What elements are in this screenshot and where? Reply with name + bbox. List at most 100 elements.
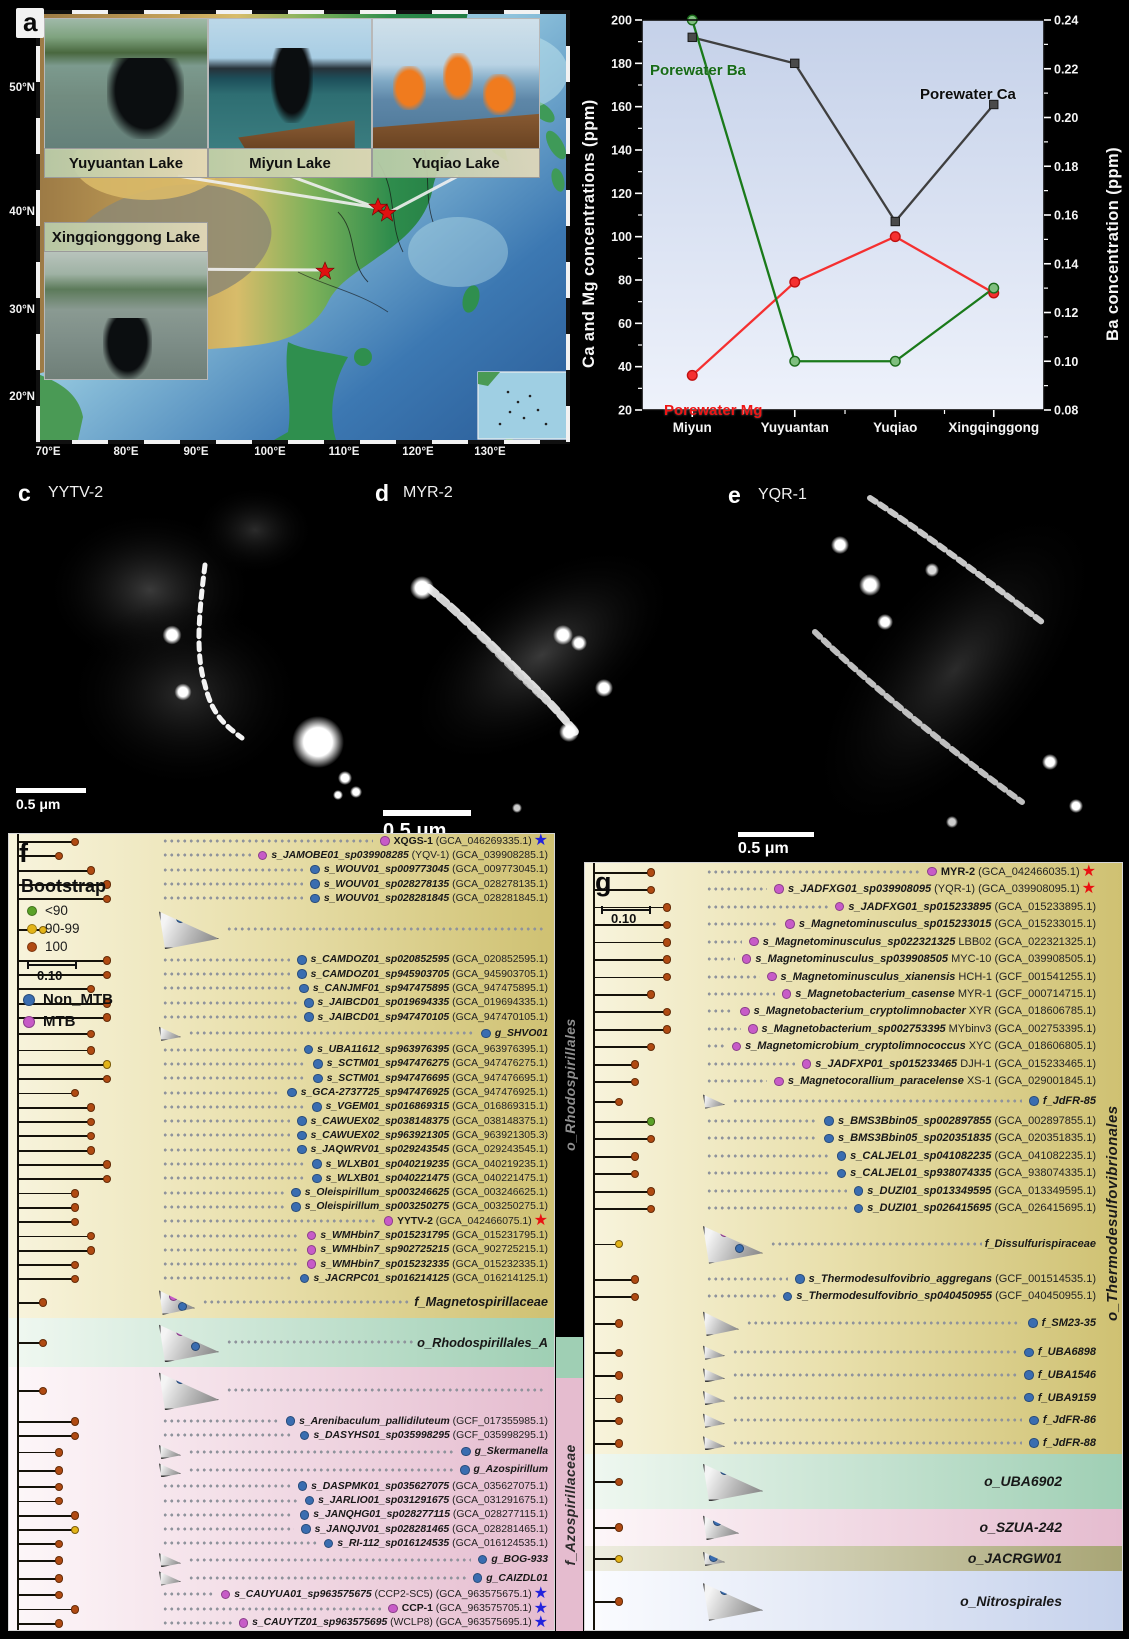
mtb-dot	[741, 954, 752, 964]
taxon-label: s_DASYHS01_sp035998295	[313, 1429, 450, 1441]
taxon-label: s_JACRPC01_sp016214125	[313, 1272, 450, 1284]
tree-tip-row: s_Magnetobacterium_casense MYR-1 (GCF_00…	[585, 985, 1122, 1004]
mtb-dot	[834, 901, 845, 912]
bootstrap-node-dot	[70, 1274, 79, 1284]
branch-gutter	[9, 1171, 159, 1186]
bootstrap-node-dot	[86, 1046, 95, 1055]
taxon-label: s_WLXB01_sp040221475	[325, 1172, 450, 1184]
branch-gutter	[9, 834, 159, 849]
data-point	[989, 99, 999, 110]
tree-tip-row: f_SM23-35	[585, 1305, 1122, 1341]
branch-gutter	[9, 1285, 159, 1319]
bootstrap-node-dot	[646, 1117, 655, 1126]
taxon-label: s_CALJEL01_sp938074335	[850, 1167, 992, 1180]
non-mtb-dot	[297, 1116, 307, 1126]
bootstrap-dot	[27, 905, 37, 916]
tree-tip-row: s_DUZI01_sp013349595 (GCA_013349595.1)	[585, 1182, 1122, 1201]
tree-tip-row: g_Azospirillum	[9, 1460, 554, 1480]
tick-label: 0.08	[1054, 404, 1078, 418]
bootstrap-legend-label: 90-99	[45, 921, 80, 936]
tree-tip-row: s_DASYHS01_sp035998295 (GCF_035998295.1)	[9, 1428, 554, 1443]
bootstrap-node-dot	[630, 1077, 639, 1087]
panel-letter-d: d	[375, 480, 390, 506]
collapsed-clade-triangle	[159, 1372, 219, 1411]
mtb-dot	[23, 1015, 35, 1028]
bootstrap-node-dot	[646, 1187, 655, 1196]
mtb-dot	[306, 1230, 317, 1241]
taxon-label: s_CAWUEX02_sp963921305	[310, 1129, 450, 1141]
bootstrap-node-dot	[54, 1619, 63, 1628]
non-mtb-dot	[299, 1273, 310, 1284]
taxon-label: g_SHVO01	[494, 1027, 548, 1039]
phylo-tree-panel-f: f Bootstrap <90 90-99 100 0.10 Non_MTB MTB …	[8, 833, 555, 1631]
tree-tip-row: s_JAIBCD01_sp947470105 (GCA_947470105.1)	[9, 1009, 554, 1025]
non-mtb-dot	[313, 1073, 323, 1083]
taxon-label: s_CAUYUA01_sp963575675	[234, 1588, 372, 1600]
branch-gutter	[9, 891, 159, 906]
tree-tip-row: s_JADFXG01_sp015233895 (GCA_015233895.1)	[585, 897, 1122, 916]
branch-gutter	[585, 1363, 703, 1387]
strain-code: MYR-1	[954, 988, 993, 1001]
tick-label: 60	[618, 317, 632, 331]
bootstrap-node-dot	[662, 903, 671, 912]
tick-label: 0.20	[1054, 111, 1078, 125]
mtb-dot	[380, 836, 390, 846]
branch-gutter	[585, 1037, 703, 1056]
sampling-site-stars	[315, 197, 397, 280]
lon-label: 130°E	[474, 446, 506, 458]
legend-porewater-ca: Porewater Ca	[920, 86, 1016, 103]
non-mtb-dot	[312, 1173, 322, 1184]
bootstrap-node-dot	[102, 1074, 111, 1084]
branch-gutter	[585, 863, 703, 881]
accession-number: (GCF_001541255.1)	[992, 970, 1096, 983]
tree-tip-row: f_UBA6898	[585, 1340, 1122, 1364]
data-point	[890, 216, 900, 227]
data-point	[889, 355, 901, 367]
tree-band-bgy: MYR-2 (GCA_042466035.1) ★ s_JADFXG01_sp039…	[585, 863, 1122, 1455]
accession-number: (GCF_001514535.1)	[992, 1272, 1096, 1285]
tree-tip-row: s_JANQHG01_sp028277115 (GCA_028277115.1)	[9, 1507, 554, 1523]
taxon-label: s_BMS3Bbin05_sp002897855	[837, 1114, 992, 1127]
mtb-dot	[785, 919, 795, 929]
accession-number: (GCA_020852595.1)	[449, 954, 548, 966]
accession-number: (GCA_039908285.1)	[449, 849, 548, 861]
branch-gutter	[585, 1217, 703, 1271]
tree-tip-row: s_Magnetomicrobium_cryptolimnococcus XYC…	[585, 1037, 1122, 1056]
lon-label: 120°E	[402, 446, 434, 458]
lon-label: 100°E	[254, 446, 286, 458]
taxon-label: f_Magnetospirillaceae	[414, 1294, 548, 1310]
taxon-label: o_SZUA-242	[979, 1519, 1062, 1536]
panel-letter-a: a	[16, 8, 45, 38]
branch-gutter	[585, 1112, 703, 1131]
tick-label: 0.12	[1054, 306, 1078, 320]
collapsed-clade-triangle	[703, 1225, 763, 1264]
tree-tip-row: YYTV-2 (GCA_042466075.1) ★	[9, 1213, 554, 1229]
data-point	[789, 276, 801, 288]
non-mtb-dot	[461, 1446, 471, 1457]
branch-gutter	[585, 1408, 703, 1432]
strain-code: (YQV-1)	[408, 849, 450, 861]
caption-miyun-lake: Miyun Lake	[208, 148, 372, 178]
tree-tip-row: s_CAMDOZ01_sp020852595 (GCA_020852595.1)	[9, 952, 554, 968]
taxon-label: f_JdFR-85	[1042, 1095, 1096, 1108]
branch-gutter	[9, 1242, 159, 1258]
collapsed-clade-triangle	[159, 1463, 181, 1478]
accession-number: (GCA_042466075.1)	[432, 1215, 532, 1227]
bootstrap-legend-item: 100	[21, 939, 171, 954]
bootstrap-node-dot	[614, 1597, 623, 1606]
bootstrap-node-dot	[70, 1203, 79, 1212]
non-mtb-dot	[297, 969, 307, 979]
accession-number: (GCA_009773045.1)	[449, 864, 548, 876]
tree-tip-row: s_VGEM01_sp016869315 (GCA_016869315.1)	[9, 1099, 554, 1115]
order-label-thermodesulfovibrionales: o_Thermodesulfovibrionales	[1104, 1105, 1121, 1321]
bootstrap-node-dot	[646, 990, 655, 999]
branch-gutter	[9, 1366, 159, 1415]
taxon-label: CCP-1	[401, 1603, 433, 1615]
non-mtb-dot	[853, 1203, 864, 1214]
non-mtb-dot	[291, 1187, 301, 1198]
scale-bar-e	[738, 832, 814, 837]
taxon-label: f_SM23-35	[1041, 1317, 1096, 1330]
mtb-dot	[388, 1603, 398, 1614]
collapsed-clade-triangle	[703, 1515, 739, 1541]
accession-number: (GCA_042466035.1)	[975, 865, 1080, 878]
